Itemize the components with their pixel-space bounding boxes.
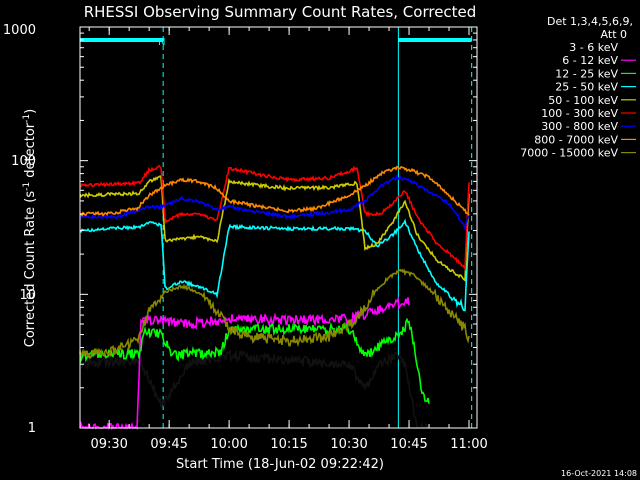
x-tick-label: 09:30 bbox=[90, 437, 127, 452]
series-line bbox=[79, 349, 430, 430]
series-line bbox=[79, 317, 430, 404]
annotation-n: N bbox=[158, 37, 165, 48]
legend-label: 25 - 50 keV bbox=[555, 81, 618, 94]
y-tick-label-1000: 1000 bbox=[3, 23, 36, 38]
series-line bbox=[79, 164, 470, 272]
legend-label: 300 - 800 keV bbox=[541, 120, 618, 133]
series-line bbox=[79, 173, 470, 232]
y-tick-label-100: 100 bbox=[11, 154, 36, 169]
legend-label: 100 - 300 keV bbox=[541, 107, 618, 120]
series-line bbox=[79, 218, 470, 312]
y-tick-label-10: 10 bbox=[19, 288, 36, 303]
y-tick-label-1: 1 bbox=[28, 421, 36, 436]
x-tick-label: 10:00 bbox=[210, 437, 247, 452]
series-line bbox=[79, 268, 470, 360]
legend-label: 800 - 7000 keV bbox=[534, 133, 618, 146]
legend-title-attenuator: Att 0 bbox=[601, 28, 627, 41]
x-tick-label: 10:45 bbox=[390, 437, 427, 452]
legend-label: 50 - 100 keV bbox=[548, 94, 618, 107]
y-axis-label: Corrected Count Rate (s-1 detector-1) bbox=[22, 109, 38, 347]
legend-label: 7000 - 15000 keV bbox=[520, 147, 618, 160]
legend-title-detectors: Det 1,3,4,5,6,9, bbox=[547, 15, 633, 28]
x-tick-label: 10:30 bbox=[330, 437, 367, 452]
legend-label: 6 - 12 keV bbox=[562, 54, 618, 67]
x-tick-label: 09:45 bbox=[150, 437, 187, 452]
plot-frame bbox=[79, 26, 478, 429]
x-tick-label: 10:15 bbox=[270, 437, 307, 452]
x-tick-label: 11:00 bbox=[450, 437, 487, 452]
axes bbox=[79, 26, 478, 429]
chart-title: RHESSI Observing Summary Count Rates, Co… bbox=[84, 3, 477, 21]
x-tick-labels: 09:30 09:45 10:00 10:15 10:30 10:45 11:00 bbox=[90, 437, 487, 452]
x-axis-label: Start Time (18-Jun-02 09:22:42) bbox=[176, 457, 384, 472]
timestamp: 16-Oct-2021 14:08 bbox=[561, 469, 637, 478]
legend-label: 3 - 6 keV bbox=[569, 41, 618, 54]
series-line bbox=[79, 165, 470, 217]
series-line bbox=[79, 175, 470, 282]
legend-label: 12 - 25 keV bbox=[555, 67, 618, 80]
